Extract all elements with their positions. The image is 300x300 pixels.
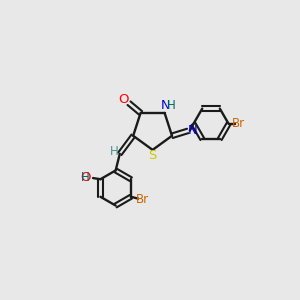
Text: H: H [167, 100, 176, 112]
Text: Br: Br [232, 117, 245, 130]
Text: Br: Br [136, 193, 149, 206]
Text: O: O [80, 171, 91, 184]
Text: O: O [118, 93, 128, 106]
Text: N: N [188, 124, 197, 137]
Text: H: H [81, 171, 90, 184]
Text: H: H [110, 145, 118, 158]
Text: S: S [148, 149, 157, 162]
Text: N: N [160, 100, 170, 112]
